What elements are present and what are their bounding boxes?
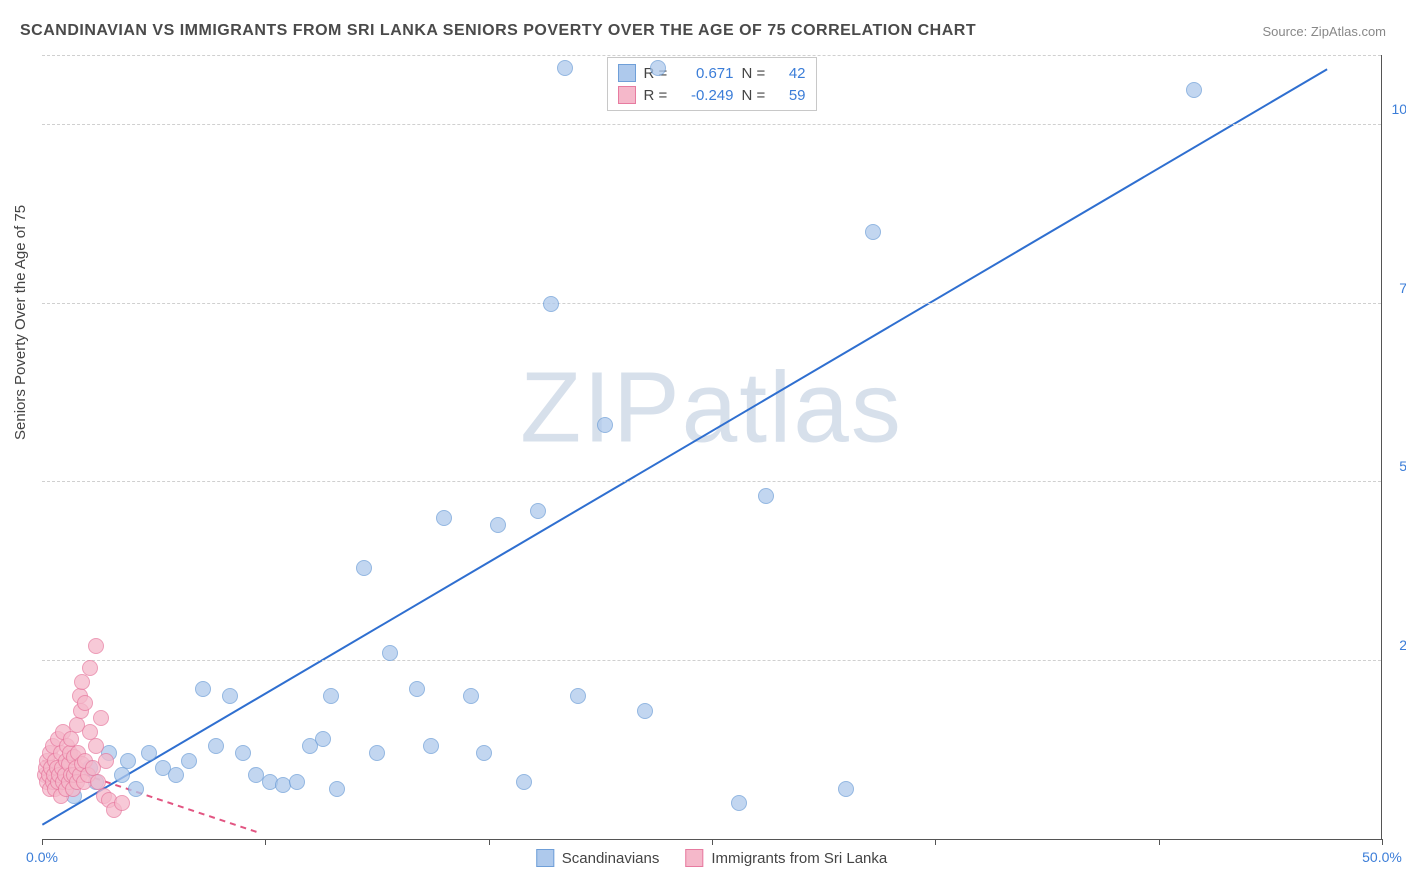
source-attribution: Source: ZipAtlas.com (1262, 24, 1386, 39)
x-tick (935, 839, 936, 845)
data-point (289, 774, 305, 790)
data-point (570, 688, 586, 704)
stats-row: R = -0.249 N = 59 (618, 84, 806, 106)
data-point (865, 224, 881, 240)
data-point (114, 767, 130, 783)
data-point (195, 681, 211, 697)
x-tick (712, 839, 713, 845)
legend-label: Immigrants from Sri Lanka (711, 850, 887, 867)
x-tick (1382, 839, 1383, 845)
data-point (329, 781, 345, 797)
data-point (141, 745, 157, 761)
data-point (731, 795, 747, 811)
x-tick (489, 839, 490, 845)
data-point (597, 417, 613, 433)
correlation-stats-box: R = 0.671 N = 42 R = -0.249 N = 59 (607, 57, 817, 111)
data-point (235, 745, 251, 761)
data-point (88, 738, 104, 754)
x-tick (1159, 839, 1160, 845)
y-tick-label: 75.0% (1399, 280, 1406, 296)
data-point (838, 781, 854, 797)
data-point (98, 753, 114, 769)
data-point (758, 488, 774, 504)
data-point (77, 695, 93, 711)
data-point (181, 753, 197, 769)
data-point (476, 745, 492, 761)
stat-n-label: N = (742, 87, 770, 104)
y-axis-label: Seniors Poverty Over the Age of 75 (12, 205, 29, 440)
legend-item: Scandinavians (536, 849, 660, 867)
data-point (490, 517, 506, 533)
series-swatch (618, 64, 636, 82)
x-tick-label: 50.0% (1362, 849, 1402, 865)
data-point (1186, 82, 1202, 98)
legend-swatch (685, 849, 703, 867)
data-point (543, 296, 559, 312)
data-point (650, 60, 666, 76)
watermark: ZIPatlas (520, 350, 903, 465)
legend-item: Immigrants from Sri Lanka (685, 849, 887, 867)
data-point (120, 753, 136, 769)
data-point (74, 674, 90, 690)
stat-r-value: -0.249 (680, 87, 734, 104)
data-point (436, 510, 452, 526)
gridline (42, 481, 1381, 482)
y-tick-label: 100.0% (1392, 101, 1406, 117)
data-point (530, 503, 546, 519)
x-tick (42, 839, 43, 845)
data-point (423, 738, 439, 754)
stat-n-label: N = (742, 65, 770, 82)
legend-label: Scandinavians (562, 850, 660, 867)
gridline (42, 303, 1381, 304)
stat-n-value: 42 (778, 65, 806, 82)
stat-n-value: 59 (778, 87, 806, 104)
data-point (369, 745, 385, 761)
series-swatch (618, 86, 636, 104)
data-point (382, 645, 398, 661)
gridline (42, 660, 1381, 661)
data-point (128, 781, 144, 797)
trend-lines (42, 55, 1381, 839)
data-point (315, 731, 331, 747)
stats-row: R =0.671N =42 (618, 62, 806, 84)
data-point (168, 767, 184, 783)
legend: Scandinavians Immigrants from Sri Lanka (536, 849, 887, 867)
data-point (93, 710, 109, 726)
stat-r-value: 0.671 (680, 65, 734, 82)
data-point (637, 703, 653, 719)
data-point (557, 60, 573, 76)
gridline (42, 55, 1381, 56)
data-point (323, 688, 339, 704)
x-tick-label: 0.0% (26, 849, 58, 865)
data-point (222, 688, 238, 704)
y-tick-label: 25.0% (1399, 637, 1406, 653)
data-point (208, 738, 224, 754)
data-point (82, 660, 98, 676)
data-point (409, 681, 425, 697)
chart-title: SCANDINAVIAN VS IMMIGRANTS FROM SRI LANK… (20, 22, 976, 40)
data-point (463, 688, 479, 704)
data-point (516, 774, 532, 790)
gridline (42, 124, 1381, 125)
data-point (114, 795, 130, 811)
data-point (88, 638, 104, 654)
scatter-chart: ZIPatlas R =0.671N =42R =-0.249N =59 Sca… (42, 55, 1382, 840)
data-point (356, 560, 372, 576)
legend-swatch (536, 849, 554, 867)
x-tick (265, 839, 266, 845)
y-tick-label: 50.0% (1399, 458, 1406, 474)
stat-r-label: R = (644, 87, 672, 104)
